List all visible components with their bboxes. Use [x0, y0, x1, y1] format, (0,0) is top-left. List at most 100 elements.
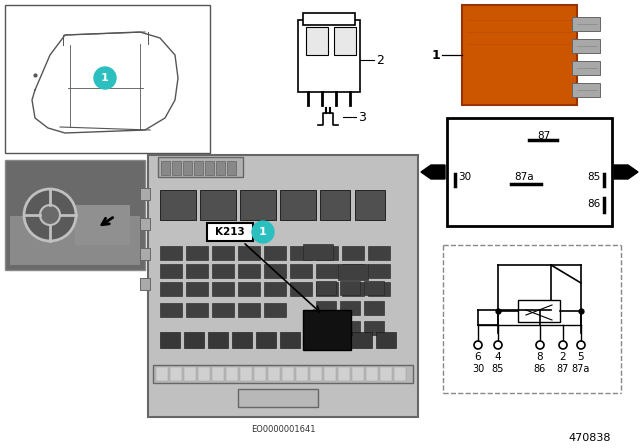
Bar	[264, 303, 286, 317]
Bar	[186, 264, 208, 278]
Bar	[290, 246, 312, 260]
Bar	[572, 39, 600, 53]
Bar	[264, 264, 286, 278]
Bar	[316, 281, 336, 295]
Bar	[316, 321, 336, 335]
Bar	[184, 367, 196, 381]
Bar	[342, 246, 364, 260]
Text: 30: 30	[472, 364, 484, 374]
Bar	[572, 17, 600, 31]
Bar	[240, 367, 252, 381]
Bar	[334, 27, 356, 55]
Bar	[10, 215, 140, 265]
Circle shape	[24, 189, 76, 241]
Text: 1: 1	[431, 48, 440, 61]
Text: 85: 85	[492, 364, 504, 374]
Bar	[238, 303, 260, 317]
Bar	[282, 367, 294, 381]
Bar	[296, 367, 308, 381]
Bar	[161, 161, 170, 175]
Circle shape	[474, 341, 482, 349]
Text: K213: K213	[215, 227, 245, 237]
Bar	[368, 246, 390, 260]
Bar	[238, 246, 260, 260]
Bar	[212, 264, 234, 278]
Bar	[240, 190, 276, 220]
Bar	[264, 282, 286, 296]
Text: 30: 30	[458, 172, 472, 182]
Bar	[160, 190, 196, 220]
Text: 1: 1	[259, 227, 267, 237]
Bar	[212, 246, 234, 260]
Circle shape	[40, 205, 60, 225]
Bar	[200, 190, 236, 220]
Bar	[316, 264, 338, 278]
Bar	[140, 188, 150, 200]
Bar	[352, 367, 364, 381]
Bar	[268, 367, 280, 381]
Bar	[364, 321, 384, 335]
Text: 85: 85	[588, 172, 600, 182]
Bar	[355, 190, 385, 220]
Bar	[462, 5, 577, 105]
Bar	[5, 160, 145, 270]
Bar	[227, 161, 236, 175]
Bar	[205, 161, 214, 175]
Text: 87a: 87a	[572, 364, 590, 374]
Bar	[216, 161, 225, 175]
Bar	[303, 244, 333, 260]
Bar	[232, 332, 252, 348]
Text: 87: 87	[538, 131, 550, 141]
Bar	[160, 332, 180, 348]
Text: 6: 6	[475, 352, 481, 362]
Text: 4: 4	[495, 352, 501, 362]
Bar	[304, 332, 324, 348]
Bar	[256, 332, 276, 348]
Circle shape	[494, 341, 502, 349]
Text: 470838: 470838	[569, 433, 611, 443]
Bar	[160, 246, 182, 260]
Bar	[238, 389, 318, 407]
Bar	[394, 367, 406, 381]
Text: EO0000001641: EO0000001641	[251, 425, 316, 434]
Bar	[364, 281, 384, 295]
Bar	[290, 264, 312, 278]
Bar	[186, 303, 208, 317]
Bar	[352, 332, 372, 348]
Bar	[338, 367, 350, 381]
Bar	[342, 264, 364, 278]
Bar	[238, 264, 260, 278]
Bar	[447, 118, 612, 226]
Bar	[280, 190, 316, 220]
Bar	[183, 161, 192, 175]
Bar	[186, 246, 208, 260]
Bar	[160, 303, 182, 317]
Bar	[316, 246, 338, 260]
Bar	[208, 332, 228, 348]
Bar	[316, 282, 338, 296]
Bar	[280, 332, 300, 348]
Bar	[368, 264, 390, 278]
Bar	[160, 282, 182, 296]
Circle shape	[536, 341, 544, 349]
Bar	[212, 282, 234, 296]
Bar	[303, 13, 355, 25]
Bar	[156, 367, 168, 381]
Bar	[212, 367, 224, 381]
FancyBboxPatch shape	[207, 223, 253, 241]
Text: 2: 2	[560, 352, 566, 362]
Circle shape	[577, 341, 585, 349]
Bar	[194, 161, 203, 175]
Bar	[572, 61, 600, 75]
Text: 1: 1	[101, 73, 109, 83]
Bar	[340, 281, 360, 295]
Bar	[340, 321, 360, 335]
Bar	[338, 264, 368, 280]
Bar	[140, 248, 150, 260]
Bar	[340, 301, 360, 315]
Bar	[140, 218, 150, 230]
Bar	[5, 5, 210, 153]
Bar	[153, 365, 413, 383]
Bar	[364, 301, 384, 315]
Text: 87: 87	[557, 364, 569, 374]
